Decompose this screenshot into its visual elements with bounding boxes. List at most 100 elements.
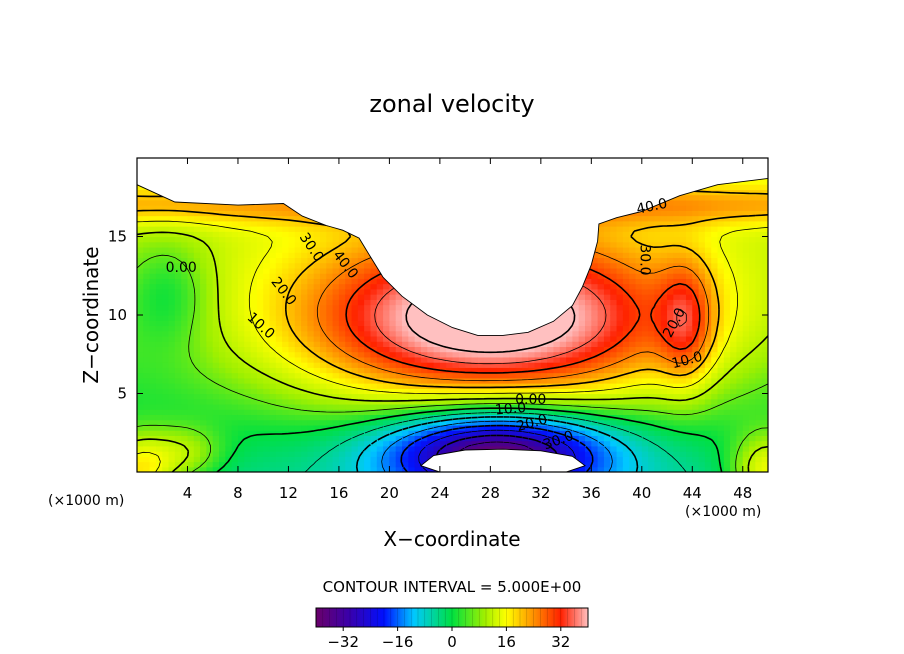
field-cell	[237, 252, 245, 259]
field-cell	[553, 372, 561, 379]
field-cell	[452, 330, 460, 337]
field-cell	[269, 320, 277, 327]
field-cell	[446, 414, 454, 421]
field-cell	[282, 435, 290, 442]
field-cell	[155, 304, 163, 311]
field-cell	[591, 273, 599, 279]
field-cell	[603, 330, 611, 337]
field-cell	[509, 377, 517, 384]
field-cell	[256, 330, 264, 337]
field-cell	[313, 241, 321, 248]
field-cell	[408, 335, 416, 342]
field-cell	[263, 362, 271, 368]
field-cell	[168, 351, 176, 358]
field-cell	[269, 362, 277, 368]
field-cell	[597, 466, 605, 472]
field-cell	[370, 367, 378, 374]
field-cell	[364, 356, 372, 363]
field-cell	[174, 351, 182, 358]
field-cell	[383, 294, 390, 300]
field-cell	[515, 346, 523, 353]
field-cell	[616, 273, 624, 279]
field-cell	[553, 356, 561, 363]
field-cell	[591, 262, 599, 269]
field-cell	[351, 393, 359, 400]
field-cell	[313, 236, 321, 243]
field-cell	[326, 288, 334, 295]
field-cell	[219, 288, 226, 295]
field-cell	[635, 299, 643, 306]
field-cell	[307, 341, 315, 347]
field-cell	[200, 299, 208, 306]
field-cell	[237, 440, 245, 447]
field-cell	[622, 341, 630, 347]
field-cell	[603, 388, 611, 395]
field-cell	[149, 309, 157, 316]
field-cell	[446, 393, 454, 400]
field-cell	[200, 220, 208, 227]
field-cell	[376, 451, 384, 457]
field-cell	[282, 372, 290, 379]
field-cell	[143, 304, 151, 311]
field-cell	[275, 445, 283, 452]
field-cell	[307, 377, 315, 384]
field-cell	[250, 325, 258, 332]
field-cell	[629, 309, 637, 316]
field-cell	[389, 335, 397, 342]
field-cell	[635, 320, 643, 327]
field-cell	[219, 383, 226, 389]
field-cell	[622, 403, 630, 410]
field-cell	[212, 388, 220, 395]
field-cell	[187, 236, 195, 243]
field-cell	[219, 451, 226, 457]
field-cell	[313, 398, 321, 405]
field-cell	[509, 393, 517, 400]
field-cell	[250, 205, 258, 211]
field-cell	[597, 241, 605, 248]
field-cell	[219, 273, 226, 279]
field-cell	[269, 220, 277, 227]
field-cell	[477, 393, 485, 400]
field-cell	[137, 466, 144, 472]
field-cell	[269, 440, 277, 447]
field-cell	[332, 445, 340, 452]
field-cell	[338, 377, 346, 384]
field-cell	[540, 445, 548, 452]
field-cell	[282, 320, 290, 327]
field-cell	[149, 262, 157, 269]
field-cell	[446, 409, 454, 416]
field-cell	[345, 267, 353, 274]
field-cell	[319, 320, 327, 327]
field-cell	[357, 435, 365, 442]
field-cell	[351, 273, 359, 279]
field-cell	[610, 341, 618, 347]
field-cell	[301, 320, 308, 327]
field-cell	[162, 409, 170, 416]
field-cell	[610, 246, 618, 253]
field-cell	[319, 362, 327, 368]
field-cell	[174, 320, 182, 327]
field-cell	[288, 273, 296, 279]
field-cell	[616, 341, 624, 347]
field-cell	[452, 383, 460, 389]
field-cell	[338, 351, 346, 358]
field-cell	[250, 236, 258, 243]
field-cell	[137, 330, 144, 337]
field-cell	[572, 351, 580, 358]
field-cell	[566, 403, 573, 410]
field-cell	[616, 325, 624, 332]
field-cell	[509, 346, 517, 353]
field-cell	[408, 367, 416, 374]
field-cell	[143, 273, 151, 279]
field-cell	[654, 246, 662, 253]
field-cell	[155, 335, 163, 342]
field-cell	[244, 315, 252, 321]
field-cell	[237, 398, 245, 405]
field-cell	[181, 367, 189, 374]
field-cell	[383, 466, 390, 472]
field-cell	[641, 388, 649, 395]
field-cell	[282, 226, 290, 232]
field-cell	[395, 346, 403, 353]
field-cell	[282, 330, 290, 337]
field-cell	[143, 246, 151, 253]
